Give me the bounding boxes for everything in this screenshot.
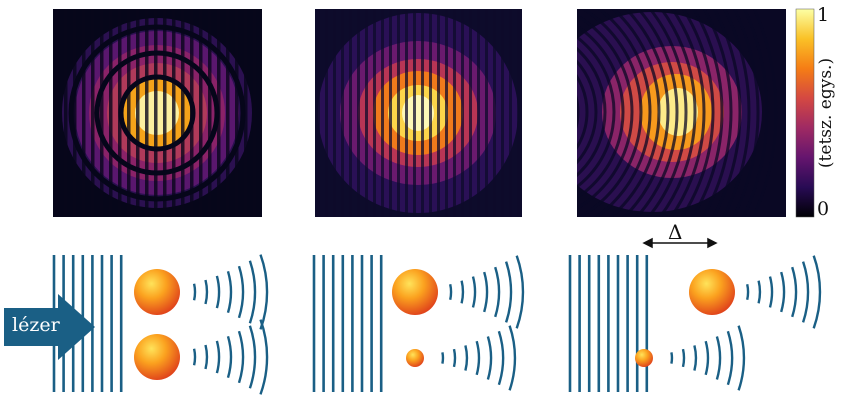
colorbar-min-label: 0 — [817, 198, 830, 220]
spherical-wavefront — [812, 255, 822, 329]
scatterer-sphere — [134, 269, 180, 315]
spherical-wavefront — [504, 261, 513, 323]
spherical-wavefront — [464, 345, 469, 371]
spherical-wavefront — [452, 348, 457, 368]
scattering-schematics — [52, 254, 822, 395]
spherical-wavefront — [693, 345, 698, 371]
laser-label: lézer — [12, 314, 60, 336]
intensity-panel-3 — [577, 9, 786, 217]
spherical-wavefront — [237, 330, 245, 384]
intensity-panel-2 — [315, 9, 522, 217]
spherical-wavefront — [204, 344, 209, 370]
laser-arrow — [4, 294, 95, 360]
spherical-wavefront — [515, 255, 525, 329]
spherical-wavefront — [737, 325, 746, 391]
spherical-wavefront — [494, 266, 501, 318]
spherical-wavefront — [757, 280, 762, 304]
spherical-wavefront — [497, 330, 505, 386]
scatterer-sphere — [635, 349, 653, 367]
spherical-wavefront — [715, 336, 722, 380]
spherical-wavefront — [791, 266, 798, 318]
spherical-wavefront — [746, 283, 750, 301]
spherical-wavefront — [237, 265, 245, 319]
colorbar — [795, 8, 815, 218]
spherical-wavefront — [483, 271, 489, 313]
spherical-wavefront — [226, 335, 233, 379]
spherical-wavefront — [192, 348, 197, 366]
spherical-wavefront — [204, 279, 209, 305]
spherical-wavefront — [259, 319, 269, 395]
spherical-wavefront — [192, 283, 197, 301]
spherical-wavefront — [780, 271, 786, 313]
spherical-wavefront — [248, 325, 257, 389]
separation-arrow — [642, 237, 718, 249]
scatterer-sphere — [406, 349, 424, 367]
spherical-wavefront — [441, 352, 445, 364]
spherical-wavefront — [508, 325, 517, 391]
spherical-wavefront — [215, 275, 221, 309]
scatterer-sphere — [134, 334, 180, 380]
delta-label: Δ — [668, 220, 683, 244]
spherical-wavefront — [248, 260, 257, 324]
spherical-wavefront — [259, 254, 269, 330]
spherical-wavefront — [681, 348, 686, 368]
spherical-wavefront — [460, 280, 465, 304]
colorbar-max-label: 1 — [817, 4, 830, 26]
spherical-wavefront — [449, 283, 453, 301]
spherical-wavefront — [768, 276, 774, 308]
scatterer-sphere — [392, 269, 438, 315]
spherical-wavefront — [704, 340, 710, 376]
spherical-wavefront — [670, 352, 674, 364]
spherical-wavefront — [471, 276, 477, 308]
scatterer-sphere — [689, 269, 735, 315]
intensity-panel-1 — [53, 9, 262, 217]
spherical-wavefront — [726, 330, 734, 386]
spherical-wavefront — [486, 336, 493, 380]
colorbar-unit-label: (tetsz. egys.) — [816, 57, 836, 169]
spherical-wavefront — [215, 340, 221, 374]
spherical-wavefront — [226, 270, 233, 314]
spherical-wavefront — [801, 261, 810, 323]
spherical-wavefront — [475, 340, 481, 376]
